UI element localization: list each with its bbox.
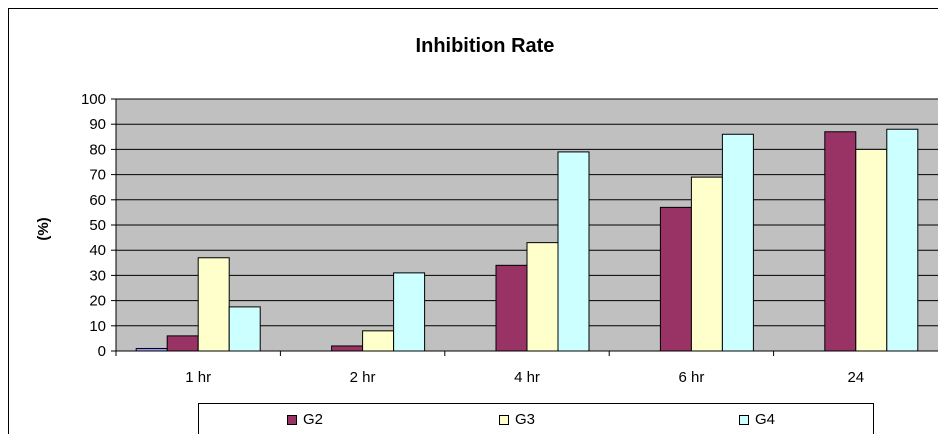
legend-label-g2: G2 xyxy=(303,411,324,428)
bar-g2-1 xyxy=(331,345,364,352)
y-tick-label: 0 xyxy=(98,343,106,360)
chart-title: Inhibition Rate xyxy=(416,35,555,57)
x-axis-ticks: 1 hr 2 hr 4 hr 6 hr 24 xyxy=(115,351,864,386)
bar-g4-0 xyxy=(228,306,261,352)
y-tick-label: 50 xyxy=(89,217,106,234)
x-tick-label: 4 hr xyxy=(514,369,540,386)
x-tick-label: 2 hr xyxy=(350,369,376,386)
bar-g2-2 xyxy=(495,264,528,352)
legend: G2 G3 G4 xyxy=(198,403,874,434)
legend-item-g4: G4 xyxy=(739,411,775,428)
y-axis-ticks: 0 10 20 30 40 50 60 70 80 90 100 xyxy=(81,91,116,360)
y-axis-label: (%) xyxy=(35,217,52,240)
legend-item-g2: G2 xyxy=(287,411,323,428)
bar-g3-4 xyxy=(855,148,888,352)
y-tick-label: 100 xyxy=(81,91,106,108)
legend-label-g3: G3 xyxy=(515,411,536,428)
bar-g4-2 xyxy=(557,151,590,352)
bar-g4-4 xyxy=(886,128,919,352)
bar-g4-3 xyxy=(721,133,754,352)
chart-frame xyxy=(8,8,938,434)
bar-g3-0 xyxy=(197,257,230,352)
y-tick-label: 30 xyxy=(89,267,106,284)
y-tick-label: 80 xyxy=(89,141,106,158)
legend-label-g4: G4 xyxy=(755,411,776,428)
x-tick-label: 24 xyxy=(847,369,864,386)
x-tick-label: 6 hr xyxy=(678,369,704,386)
bars xyxy=(135,128,919,352)
bar-g2-3 xyxy=(659,206,692,352)
bar-g2-4 xyxy=(824,131,857,352)
bar-g2-0 xyxy=(166,335,199,352)
legend-item-g3: G3 xyxy=(499,411,535,428)
x-tick-label: 1 hr xyxy=(185,369,211,386)
y-tick-label: 70 xyxy=(89,167,106,184)
y-tick-label: 90 xyxy=(89,116,106,133)
legend-swatch-g4 xyxy=(739,414,749,425)
bar-g3-1 xyxy=(362,330,395,352)
y-tick-label: 40 xyxy=(89,242,106,259)
bar-g4-1 xyxy=(393,272,426,352)
legend-swatch-g3 xyxy=(499,414,509,425)
y-tick-label: 60 xyxy=(89,192,106,209)
y-tick-label: 10 xyxy=(89,318,106,335)
bar-g3-3 xyxy=(690,176,723,352)
bar-g3-2 xyxy=(526,242,559,352)
legend-swatch-g2 xyxy=(287,414,297,425)
y-tick-label: 20 xyxy=(89,293,106,310)
